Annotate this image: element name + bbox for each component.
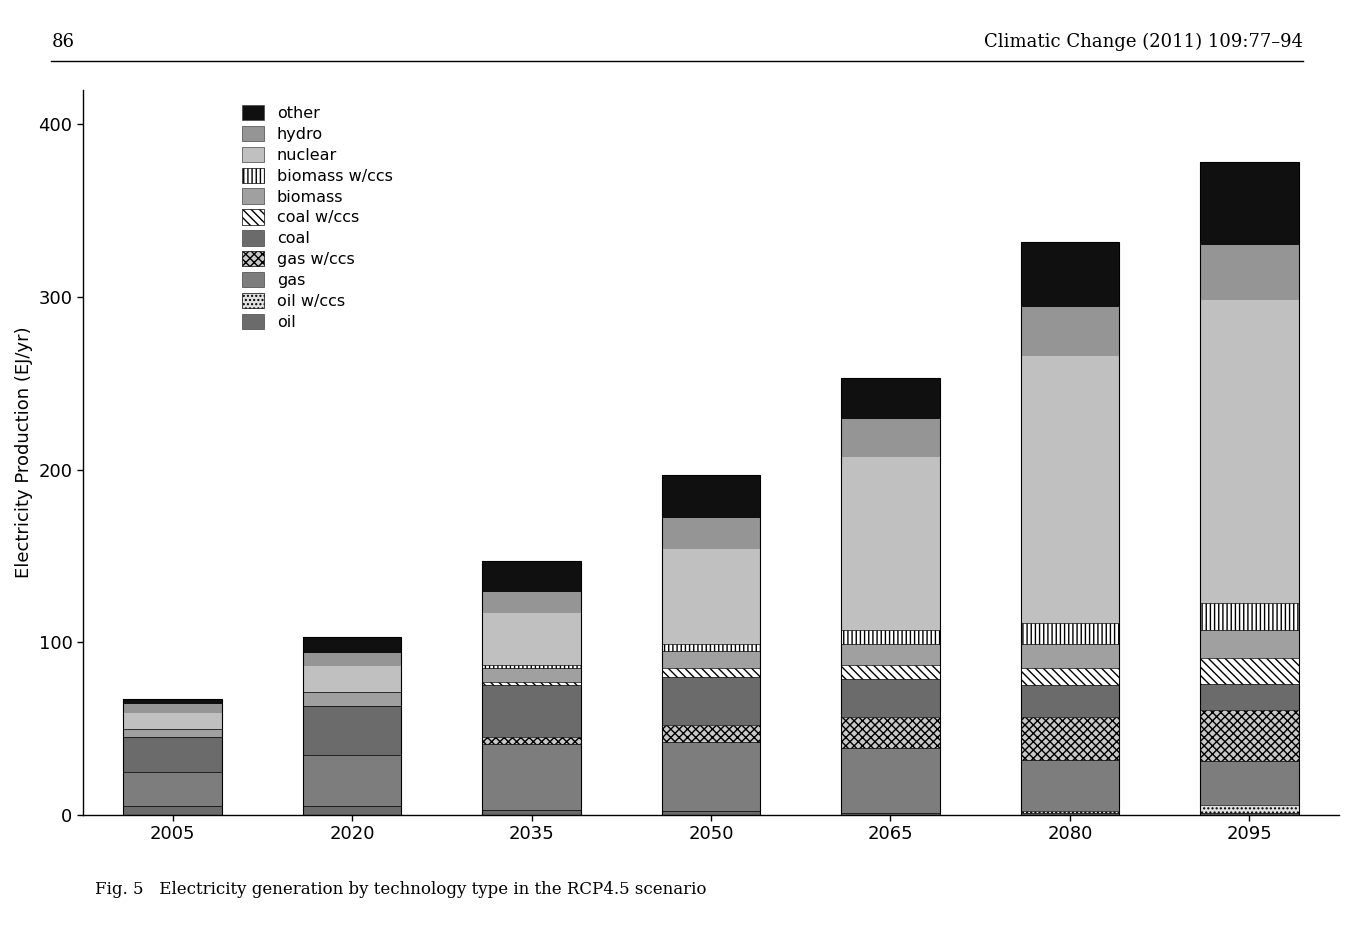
- Bar: [662, 668, 761, 676]
- Bar: [1021, 759, 1120, 812]
- Bar: [303, 706, 402, 755]
- Bar: [1021, 242, 1120, 815]
- Bar: [1021, 242, 1120, 307]
- Bar: [1200, 300, 1298, 603]
- Bar: [1200, 658, 1298, 684]
- Bar: [123, 806, 222, 815]
- Bar: [841, 378, 940, 815]
- Bar: [662, 549, 761, 644]
- Bar: [1021, 814, 1120, 815]
- Bar: [303, 652, 402, 666]
- Bar: [123, 704, 222, 713]
- Bar: [662, 651, 761, 668]
- Text: Climatic Change (2011) 109:77–94: Climatic Change (2011) 109:77–94: [983, 33, 1303, 51]
- Bar: [1200, 630, 1298, 658]
- Bar: [303, 755, 402, 806]
- Bar: [482, 682, 581, 686]
- Bar: [1200, 710, 1298, 761]
- Bar: [1200, 603, 1298, 630]
- Bar: [1021, 668, 1120, 686]
- Bar: [841, 814, 940, 815]
- Bar: [123, 713, 222, 729]
- Text: 86: 86: [51, 33, 74, 50]
- Text: Fig. 5   Electricity generation by technology type in the RCP4.5 scenario: Fig. 5 Electricity generation by technol…: [95, 881, 707, 898]
- Bar: [123, 772, 222, 806]
- Bar: [1200, 162, 1298, 815]
- Bar: [1200, 162, 1298, 245]
- Bar: [482, 592, 581, 613]
- Bar: [841, 378, 940, 420]
- Bar: [123, 737, 222, 772]
- Bar: [1200, 684, 1298, 710]
- Bar: [482, 745, 581, 810]
- Bar: [303, 806, 402, 815]
- Bar: [1021, 307, 1120, 355]
- Bar: [841, 717, 940, 747]
- Bar: [662, 475, 761, 518]
- Bar: [123, 699, 222, 815]
- Bar: [1021, 686, 1120, 717]
- Bar: [662, 475, 761, 815]
- Bar: [1200, 814, 1298, 815]
- Bar: [1021, 623, 1120, 644]
- Bar: [482, 613, 581, 664]
- Bar: [662, 676, 761, 725]
- Y-axis label: Electricity Production (EJ/yr): Electricity Production (EJ/yr): [15, 327, 32, 578]
- Bar: [662, 725, 761, 743]
- Bar: [841, 630, 940, 644]
- Bar: [303, 637, 402, 652]
- Bar: [482, 737, 581, 745]
- Bar: [662, 743, 761, 812]
- Bar: [482, 810, 581, 815]
- Bar: [482, 686, 581, 737]
- Bar: [841, 747, 940, 814]
- Bar: [662, 812, 761, 815]
- Bar: [303, 637, 402, 815]
- Bar: [1200, 804, 1298, 814]
- Bar: [1021, 355, 1120, 623]
- Bar: [1200, 245, 1298, 300]
- Bar: [303, 692, 402, 706]
- Bar: [482, 561, 581, 815]
- Bar: [303, 666, 402, 692]
- Bar: [123, 699, 222, 704]
- Bar: [841, 644, 940, 664]
- Bar: [841, 664, 940, 678]
- Bar: [841, 678, 940, 717]
- Bar: [1021, 644, 1120, 668]
- Bar: [482, 664, 581, 668]
- Bar: [1021, 812, 1120, 814]
- Bar: [841, 457, 940, 630]
- Bar: [662, 644, 761, 651]
- Bar: [1021, 717, 1120, 759]
- Bar: [482, 561, 581, 592]
- Bar: [123, 729, 222, 737]
- Bar: [482, 668, 581, 682]
- Bar: [1200, 761, 1298, 804]
- Bar: [662, 518, 761, 549]
- Legend: other, hydro, nuclear, biomass w/ccs, biomass, coal w/ccs, coal, gas w/ccs, gas,: other, hydro, nuclear, biomass w/ccs, bi…: [241, 104, 393, 330]
- Bar: [841, 420, 940, 457]
